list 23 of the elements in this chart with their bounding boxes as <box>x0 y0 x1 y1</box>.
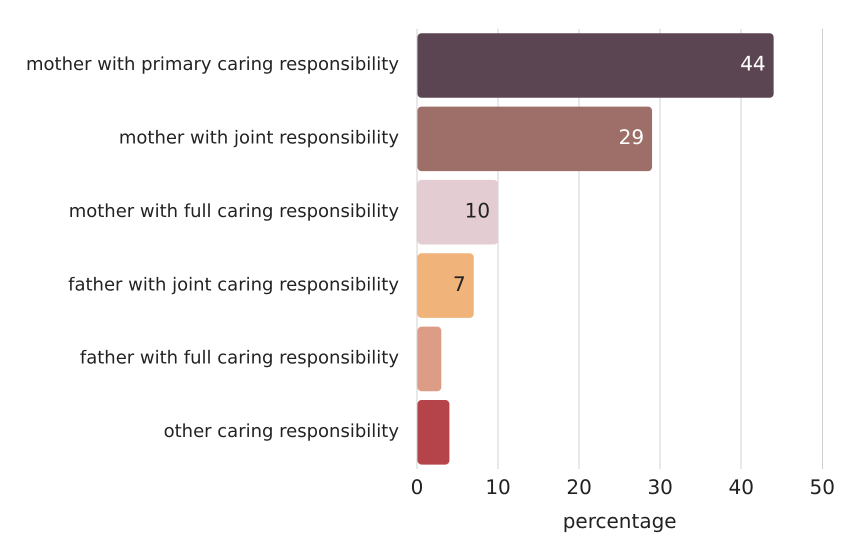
y-tick-label: father with full caring responsibility <box>80 348 400 369</box>
x-tick-label: 20 <box>566 475 592 500</box>
y-tick-label: mother with primary caring responsibility <box>26 54 400 76</box>
x-tick-label: 30 <box>647 475 673 500</box>
data-label: 44 <box>740 52 766 76</box>
y-tick-label: father with joint caring responsibility <box>68 274 400 296</box>
x-tick-label: 0 <box>410 475 424 500</box>
data-label: 7 <box>452 272 466 296</box>
data-label: 10 <box>464 198 490 222</box>
bar <box>417 400 450 465</box>
data-label: 29 <box>618 125 644 150</box>
bar <box>417 106 652 172</box>
x-tick-label: 40 <box>728 475 754 500</box>
bar <box>417 33 774 98</box>
y-tick-label: other caring responsibility <box>164 420 400 442</box>
x-axis-title: percentage <box>562 509 677 534</box>
x-tick-label: 10 <box>485 475 511 500</box>
bar <box>417 180 498 244</box>
y-tick-label: mother with joint responsibility <box>118 128 400 149</box>
y-tick-label: mother with full caring responsibility <box>68 200 400 222</box>
bar <box>417 253 474 318</box>
x-tick-label: 50 <box>810 475 835 500</box>
bar <box>417 326 442 392</box>
